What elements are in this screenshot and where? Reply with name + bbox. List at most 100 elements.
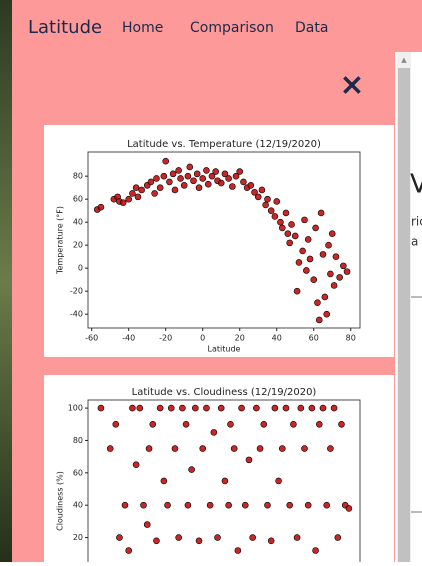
point xyxy=(258,186,266,194)
point xyxy=(210,429,218,436)
point xyxy=(291,232,299,240)
y-tick-label: 20 xyxy=(73,533,83,542)
point xyxy=(304,236,312,243)
point xyxy=(106,445,114,452)
point xyxy=(340,262,347,270)
y-tick-label: 0 xyxy=(78,264,83,273)
point xyxy=(140,501,147,509)
point xyxy=(153,537,160,545)
point xyxy=(308,404,316,412)
point xyxy=(225,175,232,182)
point xyxy=(264,501,271,509)
point xyxy=(343,268,351,275)
point xyxy=(327,445,334,452)
scroll-arrow[interactable]: ▲ xyxy=(401,56,407,64)
y-tick-label: -40 xyxy=(70,310,83,319)
y-tick-label: 80 xyxy=(73,172,83,181)
point xyxy=(162,157,170,165)
chart-card xyxy=(44,375,394,565)
point xyxy=(240,178,247,186)
point xyxy=(260,420,268,428)
point xyxy=(332,253,340,260)
point xyxy=(286,239,293,247)
point xyxy=(334,534,342,541)
point xyxy=(169,170,177,178)
point xyxy=(278,224,286,232)
point xyxy=(323,310,330,318)
point xyxy=(284,230,292,237)
bg-text: V xyxy=(410,170,422,200)
chart-title: Latitude vs. Temperature (12/19/2020) xyxy=(127,139,321,150)
bg-text: ric xyxy=(411,215,422,229)
point xyxy=(188,466,195,473)
point xyxy=(195,184,203,191)
point xyxy=(143,521,151,528)
point xyxy=(306,255,314,263)
chart-card xyxy=(44,125,394,357)
point xyxy=(132,184,140,191)
y-tick-label: 80 xyxy=(73,436,83,445)
point xyxy=(186,163,194,171)
brand[interactable]: Latitude xyxy=(28,17,102,38)
point xyxy=(203,167,210,174)
point xyxy=(171,186,179,194)
point xyxy=(315,316,323,324)
point xyxy=(317,209,325,217)
point xyxy=(153,175,160,182)
point xyxy=(327,270,334,278)
point xyxy=(129,404,136,412)
point xyxy=(175,167,182,174)
x-tick-label: 0 xyxy=(200,334,205,343)
point xyxy=(190,177,197,185)
point xyxy=(275,477,282,485)
point xyxy=(129,190,136,197)
y-tick-label: 60 xyxy=(73,468,83,477)
nav-link[interactable]: Home xyxy=(122,20,163,36)
close-button[interactable]: × xyxy=(339,68,364,103)
nav-link[interactable]: Comparison xyxy=(190,20,274,36)
plot-frame xyxy=(87,151,361,329)
point xyxy=(301,216,308,224)
point xyxy=(156,404,164,412)
point xyxy=(288,221,295,228)
point xyxy=(192,404,199,412)
point xyxy=(204,180,212,188)
plot-frame xyxy=(87,399,361,566)
backdrop xyxy=(0,0,12,562)
point xyxy=(234,547,242,554)
point xyxy=(315,420,323,428)
point xyxy=(195,537,203,545)
point xyxy=(345,505,353,512)
point xyxy=(293,287,301,295)
point xyxy=(301,445,308,452)
point xyxy=(264,195,271,203)
point xyxy=(134,193,142,201)
y-tick-label: 100 xyxy=(68,404,83,413)
point xyxy=(338,420,345,428)
point xyxy=(97,203,105,211)
point xyxy=(314,299,321,306)
point xyxy=(212,168,219,175)
x-tick-label: -60 xyxy=(85,334,98,343)
scroll-thumb[interactable] xyxy=(398,68,410,562)
point xyxy=(312,547,319,554)
point xyxy=(249,534,256,541)
x-tick-label: 20 xyxy=(235,334,245,343)
x-axis-label: Latitude xyxy=(208,345,241,354)
point xyxy=(241,501,249,509)
point xyxy=(221,170,229,178)
point xyxy=(330,404,338,412)
point xyxy=(330,282,338,289)
point xyxy=(256,445,264,452)
point xyxy=(125,195,133,203)
x-tick-label: -20 xyxy=(159,334,172,343)
point xyxy=(175,534,182,541)
point xyxy=(271,213,279,220)
point xyxy=(251,188,258,196)
point xyxy=(236,168,244,175)
point xyxy=(203,404,210,412)
nav-link[interactable]: Data xyxy=(295,20,328,36)
point xyxy=(160,172,168,180)
point xyxy=(177,175,184,182)
